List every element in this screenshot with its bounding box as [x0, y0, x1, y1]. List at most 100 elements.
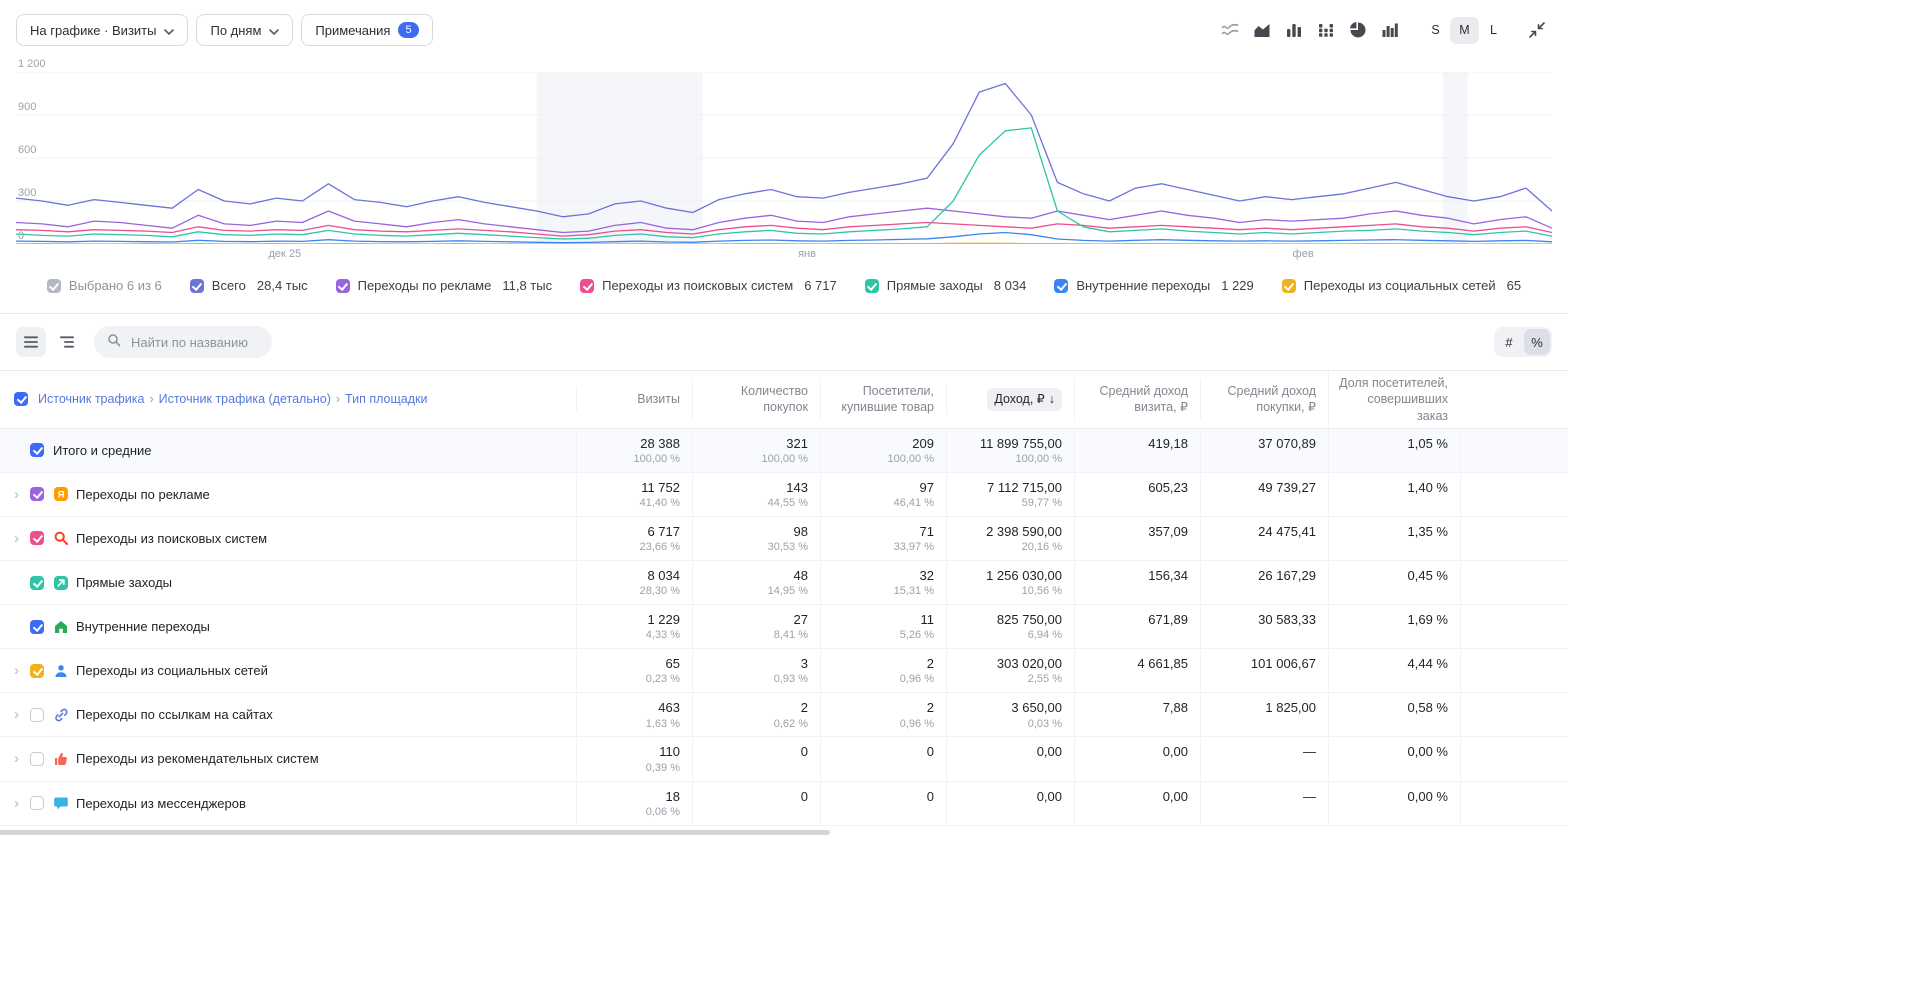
stacked-bar-chart-icon[interactable] — [1311, 15, 1341, 45]
row-spacer — [1460, 782, 1568, 825]
legend-value: 11,8 тыс — [502, 278, 552, 293]
expand-chevron-icon[interactable] — [14, 663, 30, 678]
row-checkbox[interactable] — [30, 620, 44, 634]
breadcrumb-traffic-source[interactable]: Источник трафика — [38, 392, 144, 406]
column-chart-icon[interactable] — [1375, 15, 1405, 45]
table-body: Итого и средние 28 388 100,00 % 321 100,… — [0, 429, 1568, 826]
legend-item[interactable]: Всего 28,4 тыс — [190, 278, 308, 293]
cell-avg-visit-revenue: 7,88 — [1074, 693, 1200, 736]
row-checkbox[interactable] — [30, 487, 44, 501]
row-checkbox[interactable] — [30, 664, 44, 678]
column-header-visits[interactable]: Визиты — [576, 387, 692, 411]
direct-icon — [53, 575, 69, 591]
tree-list-view-icon[interactable] — [52, 327, 82, 357]
table-row: Я Переходы по рекламе 11 752 41,40 % 143… — [0, 473, 1568, 517]
breadcrumb-traffic-source-detailed[interactable]: Источник трафика (детально) — [159, 392, 331, 406]
column-header-buyers[interactable]: Посетители, купившие товар — [820, 379, 946, 420]
flat-list-view-icon[interactable] — [16, 327, 46, 357]
horizontal-scrollbar-thumb[interactable] — [0, 830, 830, 835]
select-all-rows-checkbox[interactable] — [14, 392, 28, 406]
legend-label: Прямые заходы — [887, 278, 983, 293]
percent-format-button[interactable]: % — [1524, 329, 1550, 355]
select-all-series-checkbox[interactable] — [47, 279, 61, 293]
row-label[interactable]: Внутренние переходы — [76, 619, 210, 634]
chart-toolbar-right: S M L — [1215, 15, 1552, 45]
row-checkbox[interactable] — [30, 443, 44, 457]
legend-item[interactable]: Внутренние переходы 1 229 — [1054, 278, 1253, 293]
row-checkbox[interactable] — [30, 708, 44, 722]
grouping-selector-label: По дням — [210, 23, 261, 38]
breadcrumb-placement-type[interactable]: Тип площадки — [345, 392, 427, 406]
table-search[interactable] — [94, 326, 272, 358]
expand-chevron-icon[interactable] — [14, 531, 30, 546]
column-header-avg-visit-revenue[interactable]: Средний доход визита, ₽ — [1074, 379, 1200, 420]
expand-chevron-icon[interactable] — [14, 487, 30, 502]
cell-visits: 8 034 28,30 % — [576, 561, 692, 604]
row-checkbox[interactable] — [30, 752, 44, 766]
row-label[interactable]: Переходы по рекламе — [76, 487, 210, 502]
metrica-report-page: На графике · Визиты По дням Примечания 5… — [0, 0, 1568, 835]
x-axis-label: дек 25 — [268, 248, 301, 260]
expand-chevron-icon[interactable] — [14, 751, 30, 766]
chart-canvas[interactable] — [16, 72, 1552, 244]
size-l-button[interactable]: L — [1479, 17, 1508, 44]
multiline-chart-icon[interactable] — [1215, 15, 1245, 45]
legend-checkbox[interactable] — [1282, 279, 1296, 293]
row-label[interactable]: Переходы из мессенджеров — [76, 796, 246, 811]
legend-item[interactable]: Прямые заходы 8 034 — [865, 278, 1027, 293]
cell-visits: 1 229 4,33 % — [576, 605, 692, 648]
column-header-purchases[interactable]: Количество покупок — [692, 379, 820, 420]
row-label[interactable]: Переходы из социальных сетей — [76, 663, 268, 678]
row-checkbox[interactable] — [30, 531, 44, 545]
cell-visits: 11 752 41,40 % — [576, 473, 692, 516]
row-spacer — [1460, 737, 1568, 780]
row-label[interactable]: Итого и средние — [53, 443, 151, 458]
cell-avg-purchase-revenue: 1 825,00 — [1200, 693, 1328, 736]
notes-button[interactable]: Примечания 5 — [301, 14, 432, 46]
bar-chart-icon[interactable] — [1279, 15, 1309, 45]
x-axis-label: фев — [1293, 248, 1314, 260]
collapse-chart-icon[interactable] — [1522, 15, 1552, 45]
row-checkbox[interactable] — [30, 796, 44, 810]
legend-item[interactable]: Переходы из поисковых систем 6 717 — [580, 278, 837, 293]
home-icon — [53, 619, 69, 635]
legend-item[interactable]: Переходы по рекламе 11,8 тыс — [336, 278, 553, 293]
row-label[interactable]: Переходы из рекомендательных систем — [76, 751, 319, 766]
row-checkbox[interactable] — [30, 576, 44, 590]
legend-checkbox[interactable] — [580, 279, 594, 293]
row-name-cell: Переходы из рекомендательных систем — [0, 737, 576, 780]
grouping-selector-button[interactable]: По дням — [196, 14, 293, 46]
size-s-button[interactable]: S — [1421, 17, 1450, 44]
cell-avg-purchase-revenue: 101 006,67 — [1200, 649, 1328, 692]
column-header-avg-purchase-revenue[interactable]: Средний доход покупки, ₽ — [1200, 379, 1328, 420]
area-chart-icon[interactable] — [1247, 15, 1277, 45]
traffic-chart[interactable]: 03006009001 200 дек 25янвфев — [16, 72, 1552, 264]
legend-summary[interactable]: Выбрано 6 из 6 — [47, 278, 162, 293]
absolute-format-button[interactable]: # — [1496, 329, 1522, 355]
size-m-button[interactable]: M — [1450, 17, 1479, 44]
cell-buyers: 0 — [820, 782, 946, 825]
cell-buyers: 71 33,97 % — [820, 517, 946, 560]
cell-buyer-share: 1,35 % — [1328, 517, 1460, 560]
row-label[interactable]: Прямые заходы — [76, 575, 172, 590]
metric-selector-button[interactable]: На графике · Визиты — [16, 14, 188, 46]
expand-chevron-icon[interactable] — [14, 796, 30, 811]
legend-item[interactable]: Переходы из социальных сетей 65 — [1282, 278, 1521, 293]
cell-avg-purchase-revenue: 26 167,29 — [1200, 561, 1328, 604]
row-label[interactable]: Переходы из поисковых систем — [76, 531, 267, 546]
pie-chart-icon[interactable] — [1343, 15, 1373, 45]
legend-checkbox[interactable] — [190, 279, 204, 293]
legend-checkbox[interactable] — [336, 279, 350, 293]
legend-checkbox[interactable] — [1054, 279, 1068, 293]
table-row: Переходы из социальных сетей 65 0,23 % 3… — [0, 649, 1568, 693]
row-spacer — [1460, 649, 1568, 692]
row-label[interactable]: Переходы по ссылкам на сайтах — [76, 707, 273, 722]
search-input[interactable] — [129, 334, 259, 351]
expand-chevron-icon[interactable] — [14, 707, 30, 722]
column-header-buyer-share[interactable]: Доля посетителей, совершивших заказ — [1328, 371, 1460, 428]
column-header-revenue[interactable]: Доход, ₽↓ — [946, 384, 1074, 414]
cell-buyers: 97 46,41 % — [820, 473, 946, 516]
legend-value: 65 — [1507, 278, 1521, 293]
legend-checkbox[interactable] — [865, 279, 879, 293]
person-icon — [53, 663, 69, 679]
